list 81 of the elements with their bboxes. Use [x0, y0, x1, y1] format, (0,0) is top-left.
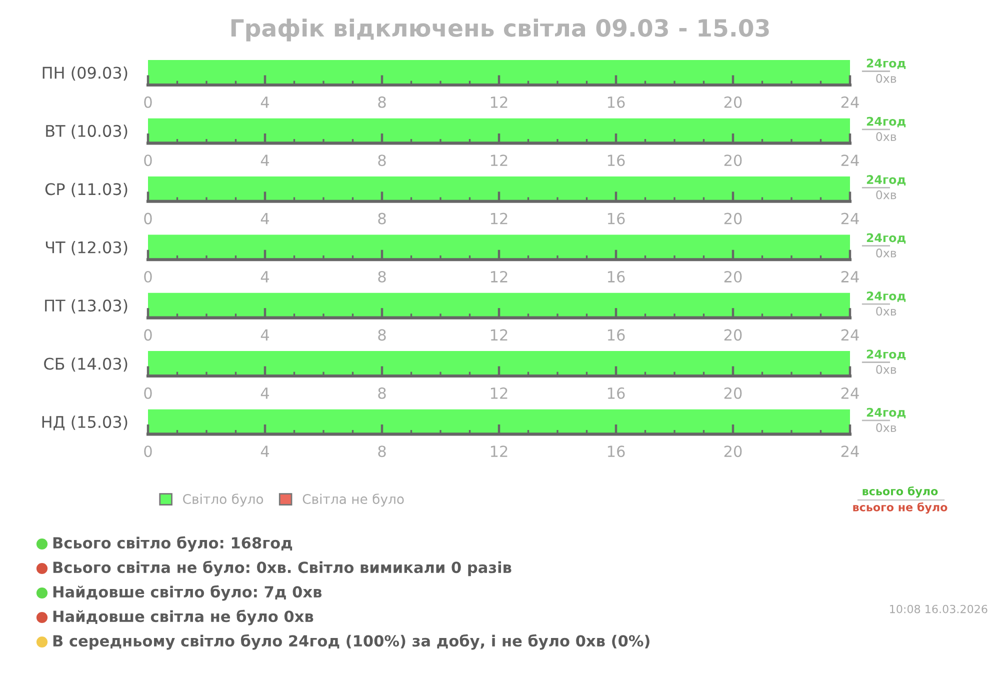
x-tick-label: 12: [490, 212, 508, 224]
x-tick-label: 24: [841, 212, 859, 224]
x-tick-label: 12: [490, 446, 508, 457]
x-tick-label: 8: [378, 154, 386, 166]
y-tick-label: СБ (14.03): [44, 357, 128, 372]
y-tick-label: ЧТ (12.03): [46, 241, 128, 256]
x-tick-label: 8: [378, 329, 386, 341]
data-label: 24год: [866, 408, 906, 418]
x-tick-label: 24: [841, 387, 859, 399]
x-tick-label: 4: [260, 212, 270, 224]
x-tick-label: 20: [724, 387, 742, 399]
data-label: 24год: [866, 58, 906, 70]
x-tick-label: 8: [378, 446, 386, 458]
text: Всього світло було: 168год: [53, 536, 292, 552]
x-tick-label: 20: [724, 270, 742, 283]
x-tick-label: 8: [378, 96, 386, 108]
x-tick-label: 4: [260, 154, 270, 166]
x-tick-label: 0: [144, 154, 152, 166]
x-tick-label: 0: [144, 96, 152, 108]
y-tick-label: СР (11.03): [45, 182, 128, 198]
text: Найдовше світло було: 7д 0хв: [53, 585, 322, 601]
x-tick-label: 0: [144, 446, 152, 458]
x-tick-label: 16: [608, 154, 625, 166]
x-tick-label: 20: [724, 96, 742, 108]
text: 10:08 16.03.2026: [890, 604, 988, 614]
data-label: 24год: [866, 291, 906, 302]
x-tick-label: 0: [144, 212, 152, 224]
x-tick-label: 20: [724, 446, 742, 458]
x-tick-label: 16: [608, 446, 625, 458]
x-tick-label: 16: [608, 387, 625, 399]
data-label: 24год: [866, 175, 906, 186]
x-tick-label: 12: [490, 96, 508, 108]
legend-label: Світло було: [183, 494, 264, 507]
data-label: 0хв: [876, 132, 896, 142]
y-tick-label: ПТ (13.03): [45, 299, 128, 314]
x-tick-label: 0: [144, 387, 152, 399]
x-tick-label: 12: [490, 154, 508, 166]
x-tick-label: 8: [378, 387, 386, 399]
x-tick-label: 12: [490, 270, 508, 282]
y-tick-label: НД (15.03): [42, 416, 128, 430]
x-tick-label: 20: [724, 154, 742, 166]
x-tick-label: 24: [841, 270, 859, 282]
text: В середньому світло було 24год (100%) за добу, і не було 0хв (0%): [53, 634, 650, 650]
text: Найдовше світла не було 0хв: [53, 610, 314, 626]
data-label: 0хв: [876, 190, 896, 200]
x-tick-label: 4: [260, 446, 270, 457]
data-label: 0хв: [876, 364, 896, 374]
x-tick-label: 24: [841, 96, 859, 108]
x-tick-label: 4: [260, 271, 270, 282]
x-tick-label: 0: [144, 270, 152, 283]
data-label: 0хв: [876, 306, 896, 316]
x-tick-label: 8: [378, 212, 386, 224]
x-tick-label: 16: [608, 96, 625, 108]
text: Всього світла не було: 0хв. Світло вимикали 0 разів: [53, 560, 512, 576]
x-tick-label: 12: [490, 387, 508, 399]
data-label: 24год: [866, 350, 906, 360]
x-tick-label: 20: [724, 329, 742, 341]
text: всього не було: [853, 502, 948, 514]
x-tick-label: 16: [608, 329, 625, 341]
x-tick-label: 4: [260, 388, 270, 399]
data-label: 24год: [866, 116, 906, 128]
x-tick-label: 20: [724, 212, 742, 224]
x-tick-label: 4: [260, 329, 270, 341]
x-tick-label: 16: [608, 270, 625, 283]
x-tick-label: 4: [260, 96, 270, 108]
x-tick-label: 24: [841, 154, 859, 166]
data-label: 0хв: [876, 423, 896, 432]
x-tick-label: 24: [841, 329, 859, 341]
data-label: 24год: [866, 233, 906, 244]
y-tick-label: ВТ (10.03): [46, 124, 128, 139]
x-tick-label: 24: [841, 446, 859, 457]
y-tick-label: ПН (09.03): [42, 66, 128, 81]
x-tick-label: 0: [144, 329, 152, 341]
x-tick-label: 16: [608, 212, 625, 224]
text: всього було: [862, 486, 938, 498]
data-label: 0хв: [876, 248, 896, 258]
legend-label: Світла не було: [302, 494, 404, 507]
x-tick-label: 8: [378, 270, 386, 283]
x-tick-label: 12: [490, 329, 508, 341]
chart-title: Графік відключень світла 09.03 - 15.03: [231, 18, 769, 42]
data-label: 0хв: [876, 74, 896, 83]
